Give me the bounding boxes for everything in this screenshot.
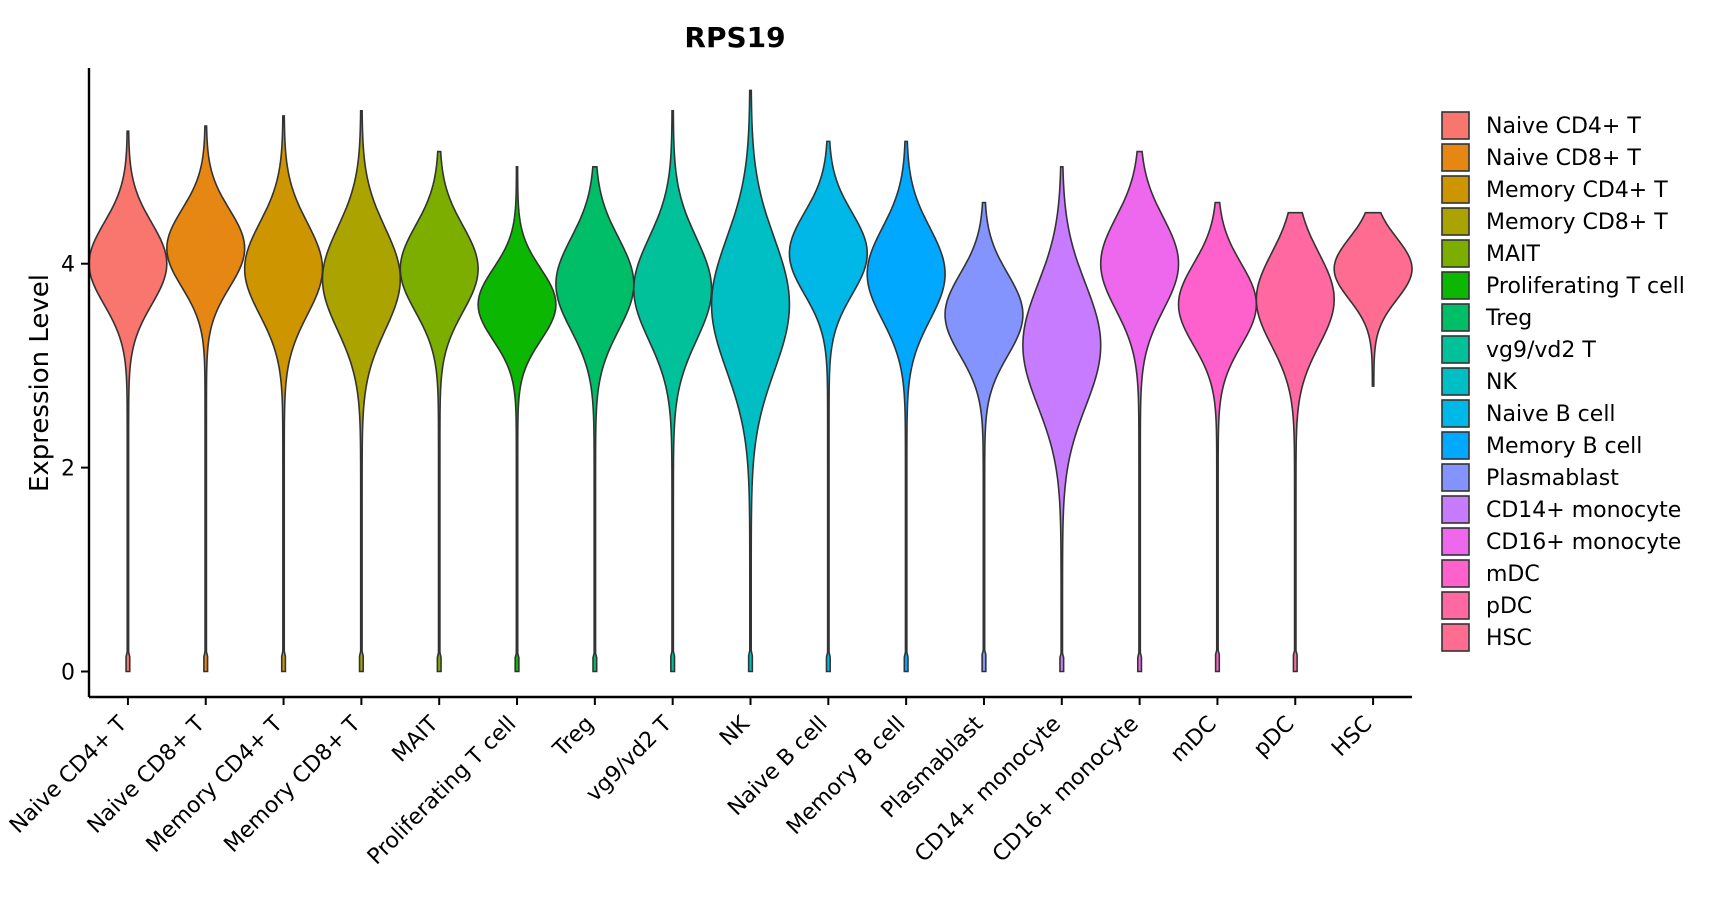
violin-cd16plus-monocyte (1099, 150, 1180, 673)
legend-label-hsc: HSC (1486, 626, 1532, 651)
legend-key-mait (1441, 239, 1470, 268)
legend-label-memory-b-cell: Memory B cell (1486, 434, 1642, 459)
x-tick-label-nk: NK (715, 711, 755, 751)
legend-label-naive-b-cell: Naive B cell (1486, 402, 1616, 427)
chart-title: RPS19 (684, 21, 785, 54)
violin-mait (399, 150, 479, 673)
legend-key-memory-cd8plus-t (1441, 207, 1470, 236)
legend-label-mait: MAIT (1486, 242, 1541, 267)
legend-label-nk: NK (1486, 370, 1517, 395)
x-tick-label-treg: Treg (548, 712, 599, 763)
violin-cd14plus-monocyte (1022, 166, 1102, 673)
legend-label-mdc: mDC (1486, 562, 1540, 587)
x-tick-label-memory-cd8plus-t: Memory CD8+ T (220, 711, 367, 858)
x-tick-label-hsc: HSC (1327, 712, 1377, 762)
y-tick-label-2: 2 (61, 457, 75, 482)
violin-treg (555, 166, 635, 673)
axes (81, 68, 1412, 705)
y-tick-labels: 0 2 4 (61, 253, 75, 686)
legend-key-mdc (1441, 559, 1470, 588)
legend-label-plasmablast: Plasmablast (1486, 466, 1619, 491)
legend: Naive CD4+ T Naive CD8+ T Memory CD4+ T Mem… (1441, 111, 1685, 652)
violin-memory-b-cell (866, 140, 946, 673)
violin-naive-cd4plus-t (88, 130, 168, 673)
x-tick-label-cd16plus-monocyte: CD16+ monocyte (988, 712, 1144, 868)
legend-key-nk (1441, 367, 1470, 396)
legend-key-memory-cd4plus-t (1441, 175, 1470, 204)
y-tick-label-4: 4 (61, 253, 75, 278)
legend-label-cd16plus-monocyte: CD16+ monocyte (1486, 530, 1681, 555)
y-axis-label: Expression Level (25, 274, 55, 492)
violin-naive-b-cell (788, 140, 869, 673)
legend-key-cd14plus-monocyte (1441, 495, 1470, 524)
violin-naive-cd8plus-t (166, 125, 246, 673)
x-tick-label-memory-cd4plus-t: Memory CD4+ T (142, 711, 289, 858)
legend-key-pdc (1441, 591, 1470, 620)
violin-nk (710, 89, 791, 673)
legend-key-hsc (1441, 623, 1470, 652)
legend-key-treg (1441, 303, 1470, 332)
legend-key-naive-cd4plus-t (1441, 111, 1470, 140)
violin-proliferating-t-cell (477, 166, 557, 673)
legend-key-proliferating-t-cell (1441, 271, 1470, 300)
legend-key-plasmablast (1441, 463, 1470, 492)
legend-label-treg: Treg (1485, 306, 1532, 331)
legend-label-proliferating-t-cell: Proliferating T cell (1486, 274, 1685, 299)
legend-label-naive-cd8plus-t: Naive CD8+ T (1486, 146, 1641, 171)
y-tick-label-0: 0 (61, 661, 75, 686)
x-tick-label-pdc: pDC (1249, 712, 1299, 762)
legend-label-cd14plus-monocyte: CD14+ monocyte (1486, 498, 1681, 523)
x-tick-label-cd14plus-monocyte: CD14+ monocyte (910, 712, 1066, 868)
x-tick-label-mdc: mDC (1166, 712, 1222, 768)
x-tick-label-vg9-vd2-t: vg9/vd2 T (582, 711, 678, 807)
violin-plasmablast (944, 201, 1024, 673)
legend-key-naive-b-cell (1441, 399, 1470, 428)
x-tick-label-proliferating-t-cell: Proliferating T cell (363, 712, 521, 870)
plot-area (88, 89, 1413, 673)
x-tick-label-mait: MAIT (388, 711, 444, 767)
violin-hsc (1333, 211, 1413, 387)
violin-mdc (1177, 201, 1258, 673)
legend-label-pdc: pDC (1486, 594, 1532, 619)
violin-memory-cd8plus-t (321, 109, 402, 673)
legend-key-naive-cd8plus-t (1441, 143, 1470, 172)
legend-label-memory-cd8plus-t: Memory CD8+ T (1486, 210, 1668, 235)
legend-key-vg9-vd2-t (1441, 335, 1470, 364)
legend-key-memory-b-cell (1441, 431, 1470, 460)
violin-memory-cd4plus-t (243, 115, 324, 673)
violin-vg9-vd2-t (632, 109, 713, 673)
violin-pdc (1255, 211, 1335, 673)
legend-key-cd16plus-monocyte (1441, 527, 1470, 556)
legend-label-naive-cd4plus-t: Naive CD4+ T (1486, 114, 1641, 139)
legend-label-memory-cd4plus-t: Memory CD4+ T (1486, 178, 1668, 203)
legend-label-vg9-vd2-t: vg9/vd2 T (1486, 338, 1596, 363)
